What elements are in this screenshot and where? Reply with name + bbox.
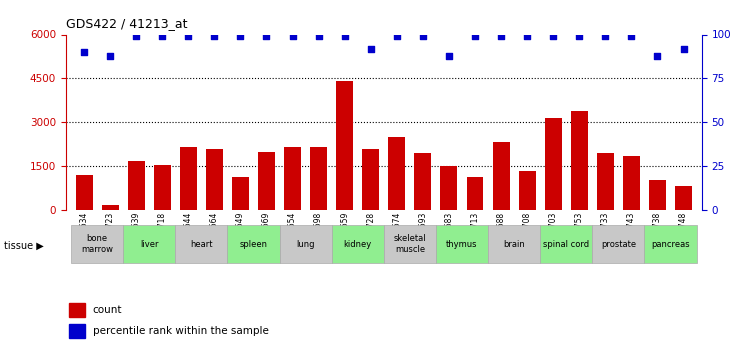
Point: [208, 33, 220, 39]
Bar: [466, 177, 483, 210]
Point: [261, 33, 273, 39]
Point: [339, 33, 351, 39]
Text: percentile rank within the sample: percentile rank within the sample: [93, 326, 268, 336]
Point: [469, 33, 481, 39]
Point: [78, 49, 90, 55]
Text: bone
marrow: bone marrow: [81, 234, 113, 254]
Bar: [284, 147, 301, 210]
Bar: [675, 186, 692, 210]
Bar: [154, 165, 171, 210]
Text: lung: lung: [296, 239, 315, 249]
Bar: [175, 225, 227, 263]
Text: brain: brain: [503, 239, 525, 249]
Text: prostate: prostate: [601, 239, 636, 249]
Point: [391, 33, 403, 39]
Point: [130, 33, 142, 39]
Bar: [436, 225, 488, 263]
Text: spinal cord: spinal cord: [543, 239, 589, 249]
Bar: [540, 225, 592, 263]
Bar: [123, 225, 175, 263]
Bar: [384, 225, 436, 263]
Point: [521, 33, 533, 39]
Text: thymus: thymus: [446, 239, 478, 249]
Bar: [414, 153, 431, 210]
Bar: [128, 161, 145, 210]
Point: [183, 33, 194, 39]
Point: [235, 33, 246, 39]
Bar: [258, 152, 275, 210]
Bar: [336, 81, 353, 210]
Point: [443, 53, 455, 58]
Bar: [71, 225, 123, 263]
Bar: [75, 175, 93, 210]
Bar: [441, 166, 458, 210]
Bar: [592, 225, 645, 263]
Bar: [388, 137, 405, 210]
Bar: [596, 153, 614, 210]
Point: [417, 33, 428, 39]
Bar: [645, 225, 697, 263]
Bar: [519, 171, 536, 210]
Bar: [279, 225, 332, 263]
Point: [651, 53, 663, 58]
Point: [313, 33, 325, 39]
Point: [626, 33, 637, 39]
Bar: [310, 147, 327, 210]
Bar: [493, 141, 510, 210]
Text: kidney: kidney: [344, 239, 372, 249]
Point: [365, 46, 376, 51]
Text: tissue ▶: tissue ▶: [4, 241, 43, 251]
Point: [548, 33, 559, 39]
Bar: [69, 324, 85, 338]
Bar: [227, 225, 279, 263]
Point: [105, 53, 116, 58]
Point: [287, 33, 298, 39]
Bar: [332, 225, 384, 263]
Bar: [180, 147, 197, 210]
Bar: [649, 180, 666, 210]
Bar: [206, 149, 223, 210]
Bar: [363, 149, 379, 210]
Text: skeletal
muscle: skeletal muscle: [393, 234, 426, 254]
Point: [495, 33, 507, 39]
Text: pancreas: pancreas: [651, 239, 690, 249]
Bar: [571, 111, 588, 210]
Text: liver: liver: [140, 239, 159, 249]
Point: [573, 33, 585, 39]
Text: count: count: [93, 305, 122, 315]
Bar: [488, 225, 540, 263]
Bar: [232, 177, 249, 210]
Bar: [545, 118, 561, 210]
Point: [599, 33, 611, 39]
Bar: [69, 303, 85, 317]
Text: heart: heart: [190, 239, 213, 249]
Bar: [102, 205, 118, 210]
Text: spleen: spleen: [240, 239, 268, 249]
Bar: [623, 156, 640, 210]
Text: GDS422 / 41213_at: GDS422 / 41213_at: [66, 17, 187, 30]
Point: [156, 33, 168, 39]
Point: [678, 46, 689, 51]
